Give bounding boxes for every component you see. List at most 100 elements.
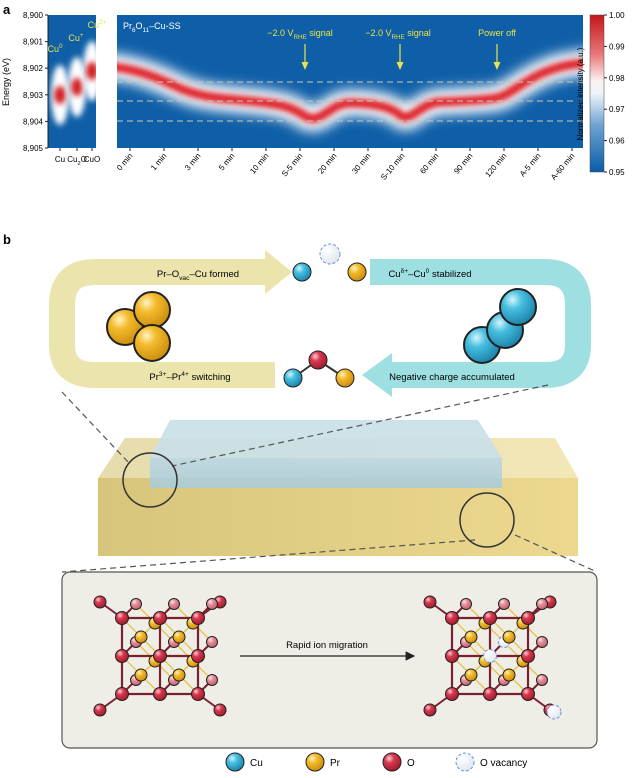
reference-state: Cu+ bbox=[68, 32, 84, 43]
vacancy-atom bbox=[319, 243, 341, 265]
cycle-label: Pr–Ovac–Cu formed bbox=[157, 269, 239, 282]
x-tick-label: 30 min bbox=[350, 152, 372, 176]
zoom-line bbox=[61, 539, 476, 573]
annotation: −2.0 VRHE signal bbox=[365, 28, 431, 41]
colorbar bbox=[589, 14, 605, 173]
o-atom bbox=[115, 611, 129, 625]
sample-label-part: O bbox=[136, 21, 143, 31]
cycle-label-part: 0 bbox=[426, 268, 430, 275]
pr-atom bbox=[305, 752, 325, 772]
o-atom bbox=[521, 649, 535, 663]
y-tick-label: 8,900 bbox=[23, 11, 44, 20]
zoom-line bbox=[514, 534, 598, 573]
vacancy-atom bbox=[455, 752, 475, 772]
o-atom bbox=[382, 752, 402, 772]
crystal-structure bbox=[423, 595, 562, 720]
o-atom bbox=[483, 687, 497, 701]
cycle-label-part: δ+ bbox=[401, 268, 409, 275]
ob-atom bbox=[206, 636, 218, 648]
cycle-label-part: 4+ bbox=[181, 371, 189, 378]
o-atom bbox=[93, 595, 107, 609]
pr-atom bbox=[464, 668, 478, 682]
reference-name-part: CuO bbox=[84, 155, 100, 164]
x-tick-label: 3 min bbox=[183, 152, 202, 173]
sample-label: Pr6O11–Cu-SS bbox=[123, 21, 181, 34]
cycle-label-part: –Cu formed bbox=[189, 269, 239, 280]
cycle-label-part: –Pr bbox=[166, 372, 181, 383]
colorbar-tick-label: 0.99 bbox=[609, 42, 625, 51]
cycle-label: Negative charge accumulated bbox=[389, 372, 515, 383]
zoom-line bbox=[61, 391, 129, 463]
reference-state-part: + bbox=[80, 32, 84, 39]
cycle-arrowhead-yellow bbox=[265, 250, 292, 294]
pr-atom bbox=[502, 630, 516, 644]
o-atom bbox=[445, 611, 459, 625]
legend-label: O vacancy bbox=[480, 758, 527, 769]
spectrum-core bbox=[86, 62, 96, 80]
y-tick-label: 8,904 bbox=[23, 117, 44, 126]
colorbar-tick-label: 1.00 bbox=[609, 11, 625, 20]
reference-spectra bbox=[51, 41, 96, 125]
sample-label-part: 11 bbox=[143, 27, 150, 34]
ob-atom bbox=[536, 598, 548, 610]
x-tick-label: 60 min bbox=[418, 152, 440, 176]
y-tick-label: 8,903 bbox=[23, 91, 44, 100]
ob-atom bbox=[536, 636, 548, 648]
x-tick-label: S-10 min bbox=[379, 152, 406, 182]
o-atom bbox=[115, 649, 129, 663]
spectrum-core bbox=[71, 78, 83, 96]
x-tick-label: 20 min bbox=[316, 152, 338, 176]
reference-name-part: Cu bbox=[67, 155, 77, 164]
ob-atom bbox=[168, 598, 180, 610]
o-atom bbox=[153, 687, 167, 701]
x-tick-label: S-5 min bbox=[280, 152, 305, 179]
cycle-label-part: Pr–O bbox=[157, 269, 179, 280]
annotation-part: RHE bbox=[391, 34, 404, 41]
pr-atom bbox=[172, 630, 186, 644]
pr-atom bbox=[335, 368, 355, 388]
y-tick-label: 8,902 bbox=[23, 64, 44, 73]
cycle-arrow-cyan bbox=[370, 259, 591, 388]
legend-label: Cu bbox=[250, 758, 263, 769]
zoom-circle bbox=[459, 492, 515, 548]
annotation-part: signal bbox=[307, 28, 333, 38]
pr-atom bbox=[347, 262, 367, 282]
y-tick-label: 8,905 bbox=[23, 144, 44, 153]
band-core bbox=[117, 58, 583, 123]
annotation: Power off bbox=[478, 28, 516, 38]
panel-b: bPr–Ovac–Cu formed Cuδ+–Cu0 stabilizedPr3… bbox=[3, 232, 598, 772]
colorbar-tick-label: 0.96 bbox=[609, 137, 625, 146]
migration-label: Rapid ion migration bbox=[286, 640, 368, 651]
legend-label: Pr bbox=[330, 758, 341, 769]
annotation-part: −2.0 V bbox=[267, 28, 293, 38]
cycle-label-part: switching bbox=[189, 372, 231, 383]
cycle-label-part: 3+ bbox=[159, 371, 167, 378]
cu-atom bbox=[292, 262, 312, 282]
film-front bbox=[150, 458, 502, 488]
x-tick-label: 0 min bbox=[115, 152, 134, 173]
panel-a: a 8,900 8,901 8,902 8,903 8,904 8,905 Energy (e… bbox=[1, 2, 625, 182]
o-atom bbox=[423, 703, 437, 717]
annotation-arrowhead bbox=[396, 62, 404, 70]
x-tick-label: 1 min bbox=[149, 152, 168, 173]
ob-atom bbox=[460, 598, 472, 610]
reference-state-part: Cu bbox=[68, 33, 80, 43]
o-atom bbox=[445, 649, 459, 663]
cycle-label-part: –Cu bbox=[408, 269, 425, 280]
annotation: −2.0 VRHE signal bbox=[267, 28, 333, 41]
pr-atom bbox=[134, 630, 148, 644]
sample-label-part: –Cu-SS bbox=[149, 21, 181, 31]
reference-state-part: Cu bbox=[47, 44, 59, 54]
colorbar-tick-label: 0.95 bbox=[609, 168, 625, 177]
pr-atom bbox=[502, 668, 516, 682]
annotation-part: signal bbox=[405, 28, 431, 38]
reference-name: Cu bbox=[55, 155, 65, 164]
cycle-label-part: Negative charge accumulated bbox=[389, 372, 515, 383]
spectrum-core bbox=[54, 86, 66, 104]
cycle-arrowhead-cyan bbox=[362, 353, 392, 397]
o-atom bbox=[445, 687, 459, 701]
cu-atom bbox=[283, 368, 303, 388]
annotation-part: Power off bbox=[478, 28, 516, 38]
substrate-front bbox=[98, 478, 578, 556]
x-tick-label: 5 min bbox=[217, 152, 236, 173]
